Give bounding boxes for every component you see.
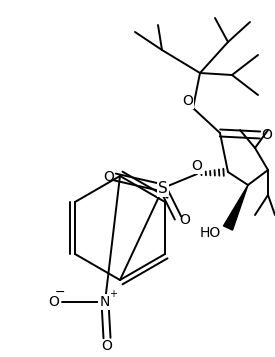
Text: O: O [101,339,112,353]
Text: O: O [104,170,114,184]
Text: O: O [180,213,190,227]
Text: N: N [100,295,110,309]
Text: S: S [158,181,168,196]
Text: O: O [192,159,202,173]
Text: +: + [109,289,117,299]
Polygon shape [224,185,248,230]
Text: O: O [49,295,59,309]
Text: HO: HO [199,226,221,240]
Text: O: O [262,128,273,142]
Text: O: O [183,94,193,108]
Text: −: − [55,286,65,298]
